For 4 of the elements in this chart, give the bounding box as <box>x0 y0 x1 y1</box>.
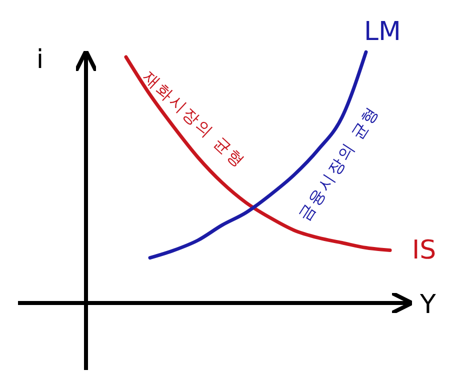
x-axis-title: Y <box>419 290 436 320</box>
series-label: LM <box>364 17 401 47</box>
series-label: IS <box>412 235 436 266</box>
y-axis-title: i <box>36 45 44 75</box>
